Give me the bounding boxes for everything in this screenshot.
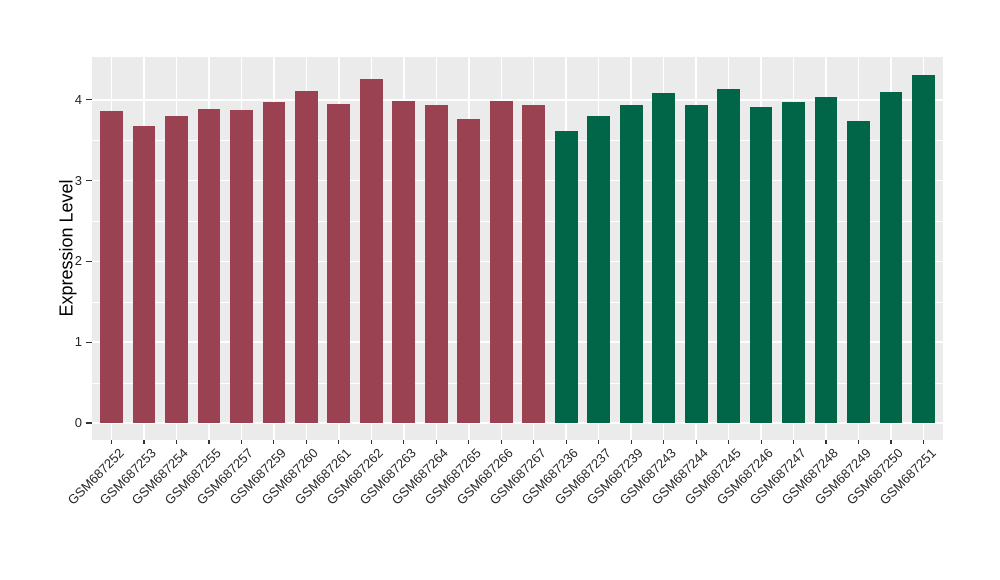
- y-tick-label: 3: [74, 172, 82, 188]
- bar-GSM687263: [392, 100, 416, 424]
- major-gridline: [92, 422, 943, 424]
- bar-GSM687257: [230, 110, 253, 424]
- x-tick-mark: [468, 440, 470, 444]
- x-tick-mark: [500, 440, 502, 444]
- y-tick-label: 0: [74, 415, 82, 431]
- bar-GSM687254: [165, 115, 188, 424]
- bar-GSM687264: [424, 105, 448, 424]
- x-tick-mark: [565, 440, 567, 444]
- bar-GSM687244: [684, 105, 708, 424]
- x-tick-mark: [273, 440, 275, 444]
- y-axis-title: Expression Level: [56, 179, 77, 317]
- x-tick-mark: [403, 440, 405, 444]
- y-tick-mark: [86, 341, 92, 343]
- major-gridline: [92, 341, 943, 343]
- bar-GSM687246: [749, 107, 773, 424]
- x-tick-mark: [760, 440, 762, 444]
- bar-GSM687253: [132, 126, 156, 424]
- x-tick-mark: [240, 440, 242, 444]
- major-gridline: [92, 260, 943, 263]
- major-gridline: [92, 179, 943, 182]
- bar-GSM687259: [262, 102, 286, 424]
- bar-GSM687239: [619, 105, 643, 424]
- bar-GSM687245: [717, 88, 740, 424]
- bar-GSM687252: [100, 111, 123, 424]
- bar-GSM687255: [197, 108, 221, 424]
- x-tick-mark: [598, 440, 600, 444]
- x-tick-mark: [143, 440, 145, 444]
- x-tick-mark: [338, 440, 340, 444]
- x-tick-mark: [857, 440, 860, 444]
- x-tick-mark: [630, 440, 632, 444]
- bar-GSM687261: [327, 103, 351, 424]
- y-tick-label: 4: [74, 91, 82, 107]
- bar-GSM687247: [782, 102, 805, 424]
- bar-GSM687249: [847, 120, 870, 424]
- bar-GSM687267: [522, 105, 546, 424]
- bar-GSM687251: [912, 74, 935, 424]
- bar-GSM687243: [652, 92, 676, 424]
- x-tick-mark: [890, 440, 892, 444]
- y-tick-mark: [86, 422, 92, 424]
- x-tick-mark: [728, 440, 730, 444]
- x-tick-mark: [922, 440, 925, 444]
- x-tick-mark: [175, 440, 178, 444]
- x-tick-mark: [825, 440, 827, 444]
- bar-GSM687260: [295, 90, 318, 424]
- x-tick-mark: [110, 440, 113, 444]
- minor-gridline: [92, 382, 943, 384]
- y-tick-mark: [86, 260, 92, 263]
- bar-GSM687250: [879, 91, 903, 424]
- bar-GSM687248: [814, 97, 838, 424]
- minor-gridline: [92, 221, 943, 222]
- x-tick-mark: [305, 440, 307, 444]
- bar-GSM687237: [587, 115, 611, 424]
- x-tick-mark: [435, 440, 437, 444]
- x-tick-mark: [370, 440, 372, 444]
- major-gridline: [92, 99, 943, 101]
- bar-GSM687262: [359, 78, 383, 424]
- bar-GSM687265: [457, 119, 481, 424]
- bar-GSM687266: [489, 100, 513, 424]
- bar-GSM687236: [554, 130, 578, 424]
- x-tick-mark: [792, 440, 795, 444]
- x-tick-mark: [533, 440, 535, 444]
- y-tick-mark: [86, 99, 92, 101]
- y-tick-label: 1: [74, 334, 82, 350]
- x-tick-mark: [663, 440, 665, 444]
- x-tick-mark: [208, 440, 210, 444]
- minor-gridline: [92, 140, 943, 142]
- y-tick-mark: [86, 180, 92, 182]
- plot-panel: [92, 57, 943, 440]
- y-tick-label: 2: [74, 253, 82, 269]
- x-tick-mark: [695, 440, 697, 444]
- minor-gridline: [92, 301, 943, 303]
